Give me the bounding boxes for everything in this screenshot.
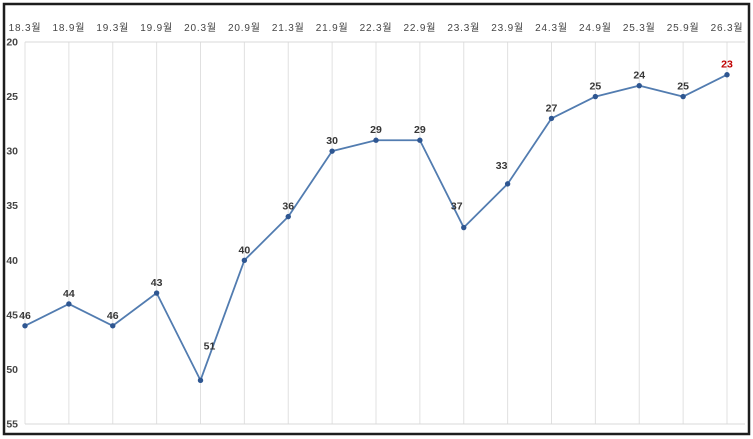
x-axis-tick-label: 19.9월	[140, 22, 173, 34]
x-axis-tick-label: 20.9월	[228, 22, 261, 34]
data-point-marker	[417, 137, 423, 143]
x-axis-tick-label: 24.3월	[535, 22, 568, 34]
data-label: 30	[326, 135, 338, 147]
data-label: 46	[19, 310, 31, 322]
y-axis-tick-label: 50	[6, 364, 18, 376]
data-point-marker	[285, 213, 291, 220]
data-label: 43	[151, 277, 163, 289]
data-point-marker	[110, 323, 116, 329]
y-axis-tick-label: 20	[6, 37, 18, 49]
data-label: 44	[63, 288, 75, 300]
y-axis-tick-label: 25	[6, 91, 18, 103]
x-axis-tick-label: 19.3월	[96, 22, 129, 34]
data-label: 40	[239, 244, 251, 256]
data-point-marker	[548, 115, 555, 122]
data-label-highlighted: 23	[721, 59, 733, 71]
data-point-marker	[373, 137, 379, 143]
data-point-marker	[241, 257, 248, 263]
x-axis-tick-label: 23.9월	[491, 22, 524, 34]
x-axis-tick-label: 22.3월	[360, 22, 393, 34]
data-point-marker	[724, 72, 730, 78]
data-point-marker	[66, 301, 72, 307]
x-axis-tick-label: 21.3월	[272, 22, 305, 34]
data-label: 29	[414, 124, 426, 136]
data-label: 36	[282, 201, 294, 213]
x-axis-tick-label: 18.9월	[53, 22, 86, 34]
x-axis-tick-label: 25.9월	[667, 22, 700, 34]
x-axis-tick-label: 26.3월	[711, 22, 744, 34]
y-axis-tick-label: 30	[6, 146, 18, 158]
x-axis-tick-label: 25.3월	[623, 22, 656, 34]
data-point-marker	[592, 93, 599, 100]
data-point-marker	[22, 323, 28, 329]
data-point-marker	[329, 148, 335, 154]
data-label: 46	[107, 310, 119, 322]
y-axis-tick-label: 45	[6, 309, 18, 321]
data-label: 27	[546, 102, 558, 114]
data-point-marker	[461, 224, 467, 231]
x-axis-tick-label: 20.3월	[184, 22, 217, 34]
y-axis-tick-label: 40	[6, 255, 18, 267]
data-label: 25	[677, 81, 689, 93]
data-label: 37	[451, 201, 463, 213]
y-axis-tick-label: 35	[6, 200, 18, 212]
x-axis-tick-label: 23.3월	[447, 22, 480, 34]
data-point-marker	[636, 82, 642, 89]
data-point-marker	[153, 290, 160, 296]
data-label: 24	[633, 70, 645, 82]
data-label: 29	[370, 124, 382, 136]
data-label: 51	[204, 340, 216, 352]
data-point-marker	[197, 377, 204, 384]
data-point-marker	[504, 181, 511, 187]
x-axis-tick-label: 22.9월	[404, 22, 437, 34]
x-axis-tick-label: 24.9월	[579, 22, 612, 34]
x-axis-tick-label: 18.3월	[9, 22, 42, 34]
y-axis-tick-label: 55	[6, 419, 18, 431]
data-label: 25	[590, 81, 602, 93]
data-point-marker	[680, 93, 686, 100]
data-label: 33	[496, 160, 508, 172]
x-axis-tick-label: 21.9월	[316, 22, 349, 34]
